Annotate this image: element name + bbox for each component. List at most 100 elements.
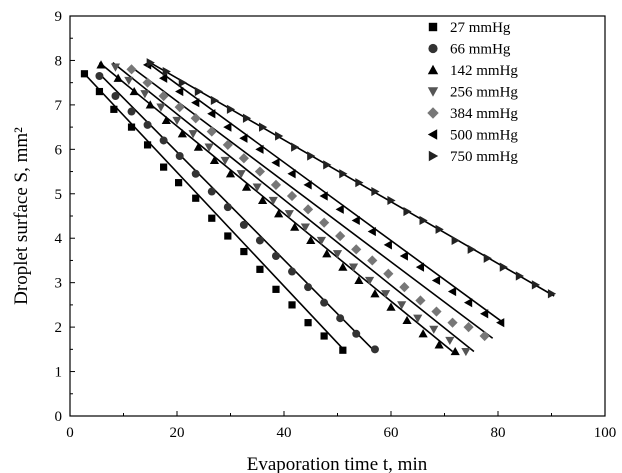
data-point — [316, 236, 327, 246]
fit-line — [98, 73, 376, 353]
data-point — [143, 141, 152, 149]
data-point — [402, 315, 412, 325]
data-point — [332, 250, 343, 259]
data-point — [370, 345, 379, 354]
data-point — [223, 203, 232, 212]
data-point — [127, 123, 136, 131]
data-point — [371, 186, 380, 197]
data-point — [483, 253, 492, 263]
legend-marker — [428, 43, 438, 54]
data-point — [336, 314, 345, 323]
data-point — [220, 156, 230, 166]
data-point — [499, 262, 508, 272]
data-point — [302, 204, 314, 215]
data-point — [467, 244, 476, 254]
y-tick-label: 3 — [55, 276, 63, 292]
legend-label: 750 mmHg — [450, 149, 518, 165]
data-point — [383, 268, 394, 279]
data-point — [322, 249, 332, 258]
fit-line — [98, 62, 454, 353]
y-tick-label: 4 — [55, 231, 63, 247]
x-axis-label: Evaporation time t, min — [247, 454, 428, 473]
fit-line — [112, 62, 475, 353]
data-point — [172, 116, 182, 126]
data-point — [463, 322, 474, 333]
data-point — [158, 90, 169, 102]
data-point — [319, 217, 330, 228]
data-point — [192, 194, 200, 202]
y-tick-label: 5 — [55, 187, 63, 203]
data-point — [140, 90, 150, 99]
data-point — [387, 195, 396, 206]
data-point — [255, 144, 264, 154]
data-point — [191, 169, 200, 178]
y-tick-label: 8 — [55, 53, 63, 69]
legend-label: 500 mmHg — [450, 128, 518, 144]
data-point — [271, 158, 280, 168]
fit-line — [131, 66, 494, 339]
x-tick-label: 60 — [384, 425, 399, 441]
data-point — [429, 325, 439, 334]
data-point — [435, 224, 444, 234]
data-point — [351, 215, 360, 226]
data-point — [142, 77, 153, 88]
data-point — [445, 336, 455, 346]
data-point — [284, 210, 294, 219]
data-point — [335, 230, 346, 242]
ticks: 0 20 40 60 80 100 0 1 2 3 4 5 6 7 8 9 — [55, 9, 617, 441]
data-point — [156, 103, 166, 112]
legend-marker — [428, 150, 439, 162]
data-point — [352, 329, 361, 338]
data-point — [162, 66, 171, 77]
data-point — [226, 104, 236, 114]
data-point — [113, 73, 123, 82]
data-point — [397, 301, 407, 310]
data-point — [339, 169, 348, 179]
legend-marker — [427, 129, 438, 140]
data-point — [254, 166, 266, 177]
data-point — [270, 179, 282, 190]
data-point — [547, 289, 557, 299]
data-point — [515, 271, 524, 281]
data-point — [190, 113, 201, 124]
data-point — [288, 267, 297, 276]
data-point — [323, 160, 332, 170]
y-tick-label: 7 — [55, 98, 63, 114]
data-point — [240, 247, 248, 256]
data-point — [413, 314, 423, 323]
data-point — [304, 283, 313, 292]
legend-label: 66 mmHg — [450, 42, 511, 58]
data-point — [300, 223, 310, 232]
legend: 27 mmHg 66 mmHg 142 mmHg 256 mmHg 384 mmHg 50… — [427, 20, 518, 165]
data-point — [225, 169, 236, 178]
x-tick-label: 20 — [170, 425, 185, 441]
data-point — [159, 136, 168, 145]
fit-line — [83, 73, 347, 353]
data-point — [223, 122, 232, 132]
data-point — [207, 187, 216, 196]
plot-frame — [69, 15, 606, 417]
data-point — [365, 276, 375, 286]
data-point — [272, 285, 280, 293]
data-point — [461, 347, 471, 357]
data-point — [367, 226, 376, 237]
x-tick-label: 40 — [277, 425, 292, 441]
data-markers — [80, 58, 557, 357]
data-point — [381, 290, 391, 299]
y-tick-label: 9 — [55, 9, 63, 25]
data-point — [174, 102, 185, 113]
legend-label: 256 mmHg — [450, 85, 518, 101]
data-point — [386, 302, 396, 311]
data-point — [354, 275, 364, 285]
data-point — [160, 163, 168, 171]
data-point — [80, 70, 89, 78]
data-point — [188, 130, 198, 139]
data-point — [224, 232, 232, 240]
data-point — [191, 98, 200, 108]
data-point — [339, 346, 347, 354]
data-point — [241, 182, 252, 191]
data-point — [496, 318, 505, 328]
data-point — [255, 236, 264, 245]
data-point — [238, 153, 249, 164]
